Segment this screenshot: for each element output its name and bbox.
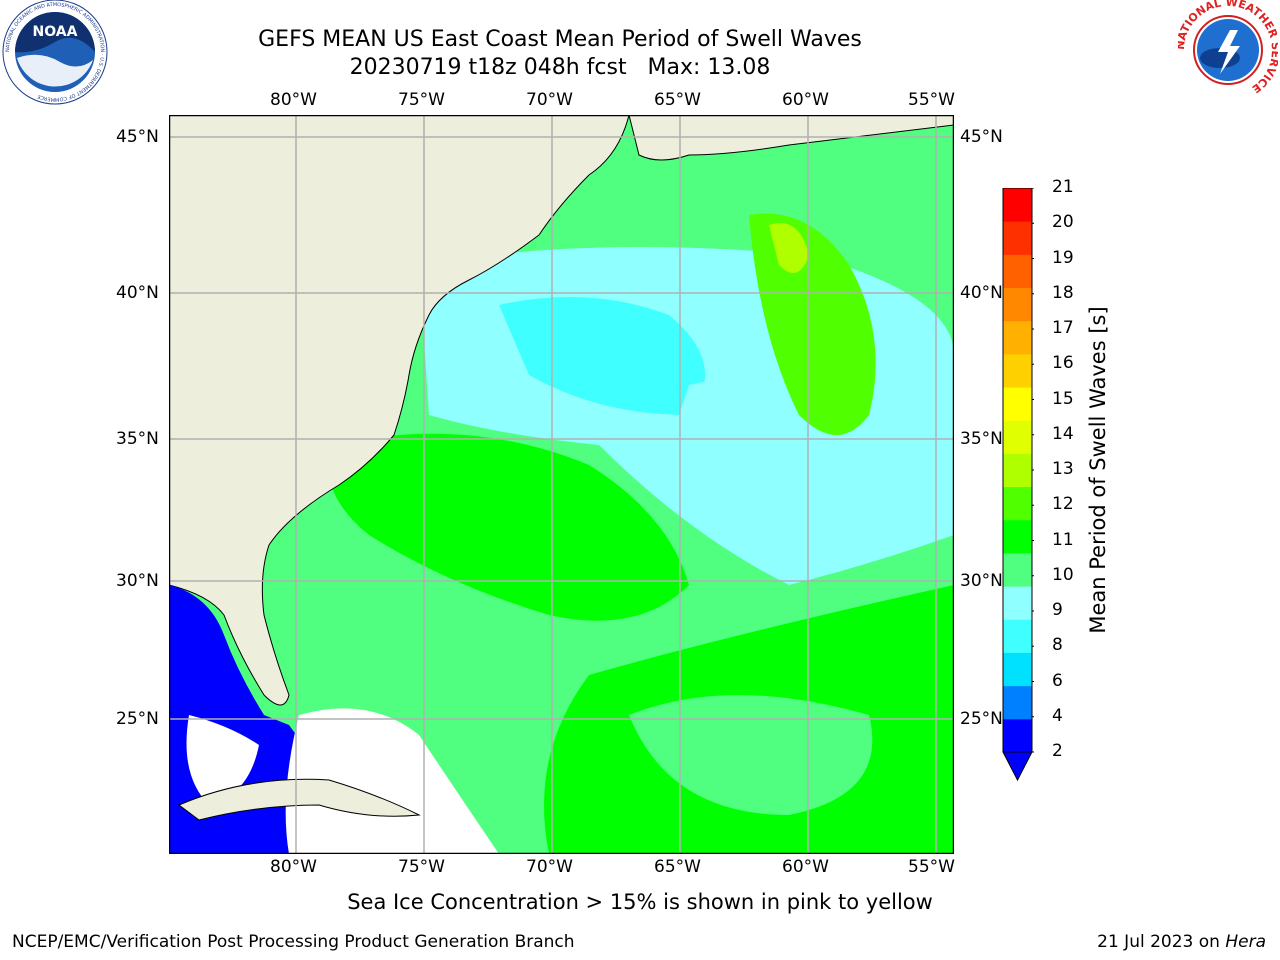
colorbar-tick-label: 13 (1052, 459, 1074, 479)
colorbar-label: Mean Period of Swell Waves [s] (1086, 306, 1110, 634)
map-gridlines (169, 115, 954, 854)
chart-subtitle: 20230719 t18z 048h fcst Max: 13.08 (349, 55, 771, 80)
lon-label-top-60w: 60°W (782, 90, 829, 110)
colorbar-segment (1003, 353, 1032, 388)
green-band-north (749, 213, 876, 435)
gulf-blank-patch (186, 715, 259, 805)
footer-machine: Hera (1225, 932, 1266, 952)
lightgreen-region-south (629, 695, 873, 815)
map-frame (169, 115, 954, 854)
colorbar-segment (1003, 453, 1032, 488)
lat-label-left-40n: 40°N (116, 283, 159, 303)
lon-label-bottom-55w: 55°W (908, 857, 955, 877)
colorbar-tick-label: 4 (1052, 705, 1063, 726)
colorbar-segment (1003, 586, 1032, 620)
lat-label-right-40n: 40°N (960, 283, 1003, 303)
colorbar-segment (1003, 188, 1032, 222)
lon-label-top-65w: 65°W (654, 90, 701, 110)
lat-label-left-30n: 30°N (116, 571, 159, 591)
lon-label-bottom-60w: 60°W (782, 857, 829, 877)
lat-label-right-45n: 45°N (960, 127, 1003, 147)
colorbar-segment (1003, 685, 1032, 720)
colorbar-tick-label: 19 (1052, 247, 1074, 268)
lon-label-bottom-65w: 65°W (654, 857, 701, 877)
colorbar-tick-label: 10 (1052, 564, 1074, 585)
footer-credit: NCEP/EMC/Verification Post Processing Pr… (12, 932, 575, 952)
lon-label-top-75w: 75°W (398, 90, 445, 110)
lat-label-right-25n: 25°N (960, 709, 1003, 729)
colorbar-tick-label: 15 (1052, 388, 1074, 409)
colorbar-tick-label: 21 (1052, 177, 1074, 197)
colorbar-tick-label: 12 (1052, 494, 1074, 515)
lon-label-bottom-80w: 80°W (270, 857, 317, 877)
cyan-region-inner (499, 297, 705, 415)
colorbar-segment (1003, 718, 1032, 753)
colorbar-tick-label: 20 (1052, 212, 1074, 233)
colorbar-segment (1003, 221, 1032, 255)
noaa-logo-text: NOAA (33, 24, 78, 40)
colorbar-segment (1003, 519, 1032, 554)
footer-date: 21 Jul 2023 on Hera (1097, 932, 1266, 952)
nws-logo: NATIONAL WEATHER SERVICE (1178, 0, 1278, 99)
lat-label-right-30n: 30°N (960, 571, 1003, 591)
colorbar (1002, 188, 1034, 782)
colorbar-segment (1003, 486, 1032, 521)
cyan-region-center (669, 379, 811, 535)
colorbar-tick-label: 14 (1052, 423, 1074, 444)
colorbar-extend-arrow (1002, 751, 1033, 782)
colorbar-tick-label: 2 (1052, 741, 1063, 761)
lon-label-top-80w: 80°W (270, 90, 317, 110)
lon-label-top-70w: 70°W (526, 90, 573, 110)
colorbar-tick-label: 11 (1052, 529, 1074, 550)
lat-label-left-35n: 35°N (116, 429, 159, 449)
colorbar-segment (1003, 420, 1032, 454)
footer-date-text: 21 Jul 2023 on (1097, 932, 1226, 952)
colorbar-segment (1003, 320, 1032, 355)
green-band (327, 433, 689, 621)
colorbar-segment (1003, 652, 1032, 687)
colorbar-segment (1003, 254, 1032, 289)
yellowgreen-patch-north (769, 223, 809, 273)
colorbar-segment (1003, 387, 1032, 421)
colorbar-tick-label: 8 (1052, 635, 1063, 656)
colorbar-tick-label: 6 (1052, 670, 1063, 691)
swell-period-map (169, 115, 954, 854)
colorbar-segment (1003, 619, 1032, 653)
sea-ice-note: Sea Ice Concentration > 15% is shown in … (347, 890, 933, 914)
lon-label-bottom-70w: 70°W (526, 857, 573, 877)
caribbean-blank (285, 708, 499, 854)
colorbar-tick-label: 16 (1052, 353, 1074, 374)
north-america-land (169, 115, 630, 706)
colorbar-tick-label: 18 (1052, 282, 1074, 303)
noaa-logo: NOAA NATIONAL OCEANIC AND ATMOSPHERIC AD… (2, 0, 108, 105)
chart-title: GEFS MEAN US East Coast Mean Period of S… (258, 27, 862, 52)
lon-label-top-55w: 55°W (908, 90, 955, 110)
lat-label-right-35n: 35°N (960, 429, 1003, 449)
colorbar-segment (1003, 552, 1032, 587)
colorbar-segment (1003, 287, 1032, 322)
colorbar-tick-label: 17 (1052, 318, 1074, 338)
lat-label-left-45n: 45°N (116, 127, 159, 147)
cuba-land (178, 778, 421, 821)
lon-label-bottom-75w: 75°W (398, 857, 445, 877)
lat-label-left-25n: 25°N (116, 709, 159, 729)
colorbar-tick-label: 9 (1052, 600, 1063, 620)
